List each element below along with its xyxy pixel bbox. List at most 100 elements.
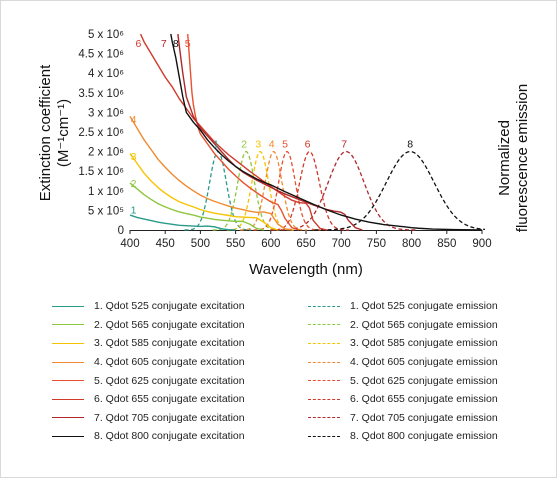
excitation-legend-label: 8. Qdot 800 conjugate excitation <box>94 430 245 443</box>
emission-legend-swatch <box>308 305 340 307</box>
curves <box>129 33 485 231</box>
excitation-curve-5 <box>187 33 300 231</box>
emission-curve-7 <box>274 150 418 231</box>
right-axis-title-line2: fluorescence emission <box>514 84 531 232</box>
emission-legend-item: 2. Qdot 565 conjugate emission <box>308 316 498 335</box>
y-tick-label: 3 x 10⁶ <box>88 107 124 119</box>
y-axis-title-line1: Extinction coefficient <box>37 64 54 201</box>
emission-legend-label: 1. Qdot 525 conjugate emission <box>350 300 498 313</box>
excitation-curve-1 <box>129 214 236 231</box>
emission-label-2: 2 <box>241 139 247 151</box>
emission-legend-swatch <box>308 324 340 326</box>
legend-excitation: 1. Qdot 525 conjugate excitation 2. Qdot … <box>52 297 245 446</box>
emission-legend-label: 8. Qdot 800 conjugate emission <box>350 430 498 443</box>
legend-emission: 1. Qdot 525 conjugate emission 2. Qdot 56… <box>308 297 498 446</box>
y-tick-label: 4.5 x 10⁶ <box>78 49 124 61</box>
x-tick-label: 800 <box>402 238 421 250</box>
excitation-legend-label: 4. Qdot 605 conjugate excitation <box>94 356 245 369</box>
emission-legend-swatch <box>308 342 340 344</box>
excitation-label-2: 2 <box>131 178 137 190</box>
x-tick-label: 400 <box>120 238 139 250</box>
excitation-legend-swatch <box>52 324 84 326</box>
excitation-curve-3 <box>129 153 279 231</box>
x-axis-title: Wavelength (nm) <box>249 261 363 278</box>
emission-legend-item: 1. Qdot 525 conjugate emission <box>308 297 498 316</box>
emission-legend-label: 5. Qdot 625 conjugate emission <box>350 374 498 387</box>
excitation-legend-swatch <box>52 417 84 419</box>
excitation-legend-item: 2. Qdot 565 conjugate excitation <box>52 316 245 335</box>
right-axis-title-line1: Normalized <box>496 120 513 196</box>
excitation-legend-item: 4. Qdot 605 conjugate excitation <box>52 353 245 372</box>
emission-legend-label: 4. Qdot 605 conjugate emission <box>350 356 498 369</box>
y-tick-label: 3.5 x 10⁶ <box>78 88 124 100</box>
x-tick-label: 500 <box>191 238 210 250</box>
excitation-legend-label: 3. Qdot 585 conjugate excitation <box>94 337 245 350</box>
emission-label-8: 8 <box>407 139 413 151</box>
excitation-legend-label: 7. Qdot 705 conjugate excitation <box>94 411 245 424</box>
x-tick-label: 450 <box>156 238 175 250</box>
emission-legend-item: 8. Qdot 800 conjugate emission <box>308 427 498 446</box>
excitation-curve-4 <box>129 115 293 231</box>
excitation-legend-label: 5. Qdot 625 conjugate excitation <box>94 374 245 387</box>
excitation-curve-6 <box>139 33 328 231</box>
emission-legend-swatch <box>308 435 340 437</box>
excitation-legend-label: 6. Qdot 655 conjugate excitation <box>94 393 245 406</box>
excitation-legend-swatch <box>52 305 84 307</box>
y-tick-label: 2.5 x 10⁶ <box>78 127 124 139</box>
y-tick-label: 4 x 10⁶ <box>88 68 124 80</box>
y-tick-label: 5 x 10⁶ <box>88 29 124 41</box>
y-ticks: 0 5 x 10⁵ 1 x 10⁶ 1.5 x 10⁶ 2 x 10⁶ 2.5 x 10⁶… <box>78 29 124 237</box>
emission-legend-item: 3. Qdot 585 conjugate emission <box>308 334 498 353</box>
emission-legend-swatch <box>308 398 340 400</box>
emission-legend-label: 7. Qdot 705 conjugate emission <box>350 411 498 424</box>
excitation-legend-swatch <box>52 380 84 382</box>
excitation-label-8: 8 <box>173 38 179 50</box>
x-tick-label: 650 <box>296 238 315 250</box>
emission-legend-item: 6. Qdot 655 conjugate emission <box>308 390 498 409</box>
excitation-legend-swatch <box>52 398 84 400</box>
emission-curve-5 <box>253 150 321 231</box>
emission-legend-label: 6. Qdot 655 conjugate emission <box>350 393 498 406</box>
emission-label-6: 6 <box>305 139 311 151</box>
spectra-chart: 400 450 500 550 600 650 700 750 800 850 900 0 5 x 1… <box>37 29 531 278</box>
emission-label-4: 4 <box>269 139 275 151</box>
emission-label-7: 7 <box>341 139 347 151</box>
excitation-legend-item: 1. Qdot 525 conjugate excitation <box>52 297 245 316</box>
emission-legend-item: 5. Qdot 625 conjugate emission <box>308 371 498 390</box>
emission-label-3: 3 <box>255 139 261 151</box>
excitation-legend-item: 5. Qdot 625 conjugate excitation <box>52 371 245 390</box>
x-tick-label: 700 <box>332 238 351 250</box>
emission-label-1: 1 <box>213 139 219 151</box>
excitation-label-1: 1 <box>131 205 137 217</box>
excitation-legend-item: 3. Qdot 585 conjugate excitation <box>52 334 245 353</box>
emission-legend-item: 7. Qdot 705 conjugate emission <box>308 409 498 428</box>
y-axis-title-line2: (M⁻¹cm⁻¹) <box>55 99 72 167</box>
excitation-legend-item: 8. Qdot 800 conjugate excitation <box>52 427 245 446</box>
y-tick-label: 1 x 10⁶ <box>88 186 124 198</box>
excitation-legend-swatch <box>52 361 84 363</box>
x-tick-label: 850 <box>437 238 456 250</box>
excitation-legend-swatch <box>52 435 84 437</box>
emission-legend-swatch <box>308 417 340 419</box>
y-tick-label: 5 x 10⁵ <box>88 205 124 217</box>
emission-label-5: 5 <box>282 139 288 151</box>
emission-curve-4 <box>240 150 308 231</box>
excitation-curve-7 <box>177 33 363 231</box>
x-ticks: 400 450 500 550 600 650 700 750 800 850 900 <box>120 230 492 250</box>
excitation-legend-item: 7. Qdot 705 conjugate excitation <box>52 409 245 428</box>
excitation-label-4: 4 <box>131 114 137 126</box>
x-tick-label: 600 <box>261 238 280 250</box>
emission-curve-8 <box>314 150 485 231</box>
excitation-label-7: 7 <box>161 38 167 50</box>
y-tick-label: 1.5 x 10⁶ <box>78 166 124 178</box>
excitation-legend-label: 1. Qdot 525 conjugate excitation <box>94 300 245 313</box>
emission-legend-swatch <box>308 380 340 382</box>
y-tick-label: 2 x 10⁶ <box>88 147 124 159</box>
emission-legend-item: 4. Qdot 605 conjugate emission <box>308 353 498 372</box>
excitation-curve-8 <box>170 33 483 231</box>
excitation-legend-swatch <box>52 342 84 344</box>
excitation-label-3: 3 <box>131 151 137 163</box>
emission-curve-2 <box>212 150 280 231</box>
